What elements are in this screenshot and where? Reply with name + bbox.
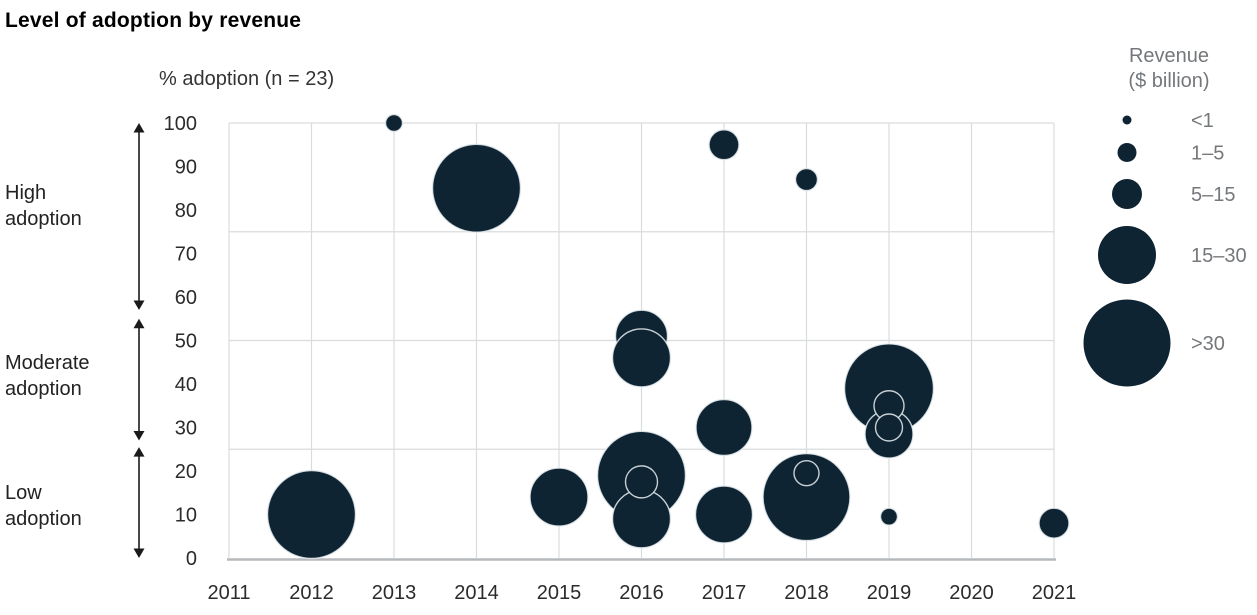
bubble-2015-14 [529, 467, 589, 527]
x-tick-label: 2016 [619, 582, 664, 604]
y-tick-label: 60 [175, 287, 197, 309]
legend-label: 5–15 [1191, 184, 1236, 206]
bubble-2021-8 [1038, 507, 1070, 539]
bubble-2017-30 [695, 398, 753, 457]
y-tick-label: 70 [175, 244, 197, 266]
y-tick-label: 10 [175, 505, 197, 527]
legend-bubble-1–5 [1117, 143, 1137, 162]
x-tick-label: 2011 [207, 582, 250, 604]
x-tick-label: 2014 [454, 582, 499, 604]
bubble-2018-19.5 [793, 459, 820, 487]
y-tick-label: 0 [186, 548, 197, 570]
bubble-2019-9.5 [879, 507, 899, 526]
x-tick-label: 2021 [1032, 582, 1077, 604]
x-tick-label: 2015 [537, 582, 582, 604]
y-tick-label: 50 [175, 331, 197, 353]
legend-label: <1 [1191, 110, 1214, 132]
x-tick-label: 2012 [289, 582, 334, 604]
bubble-2014-85 [431, 143, 522, 233]
legend-bubble->30 [1083, 299, 1171, 387]
y-tick-label: 90 [175, 157, 197, 179]
band-arrow-up-icon [133, 123, 145, 133]
bubble-2017-10 [694, 485, 754, 544]
band-label-high: High adoption [5, 182, 82, 230]
bubble-2019-30 [874, 413, 904, 442]
y-tick-label: 20 [175, 461, 197, 483]
x-tick-label: 2018 [784, 582, 829, 604]
band-arrow-down-icon [133, 300, 145, 311]
chart-title: Level of adoption by revenue [5, 9, 302, 32]
band-arrow-up-icon [133, 318, 145, 329]
y-axis-title: % adoption (n = 23) [159, 68, 335, 90]
x-tick-label: 2019 [867, 582, 912, 604]
band-label-moderate: Moderate adoption [5, 352, 90, 400]
y-tick-label: 100 [164, 113, 197, 135]
band-label-low: Low adoption [5, 482, 82, 530]
y-tick-label: 30 [175, 418, 197, 440]
legend-bubble-<1 [1122, 115, 1132, 125]
band-arrow-down-icon [133, 431, 145, 441]
bubble-2012-10 [266, 469, 357, 560]
x-tick-label: 2013 [372, 582, 417, 604]
legend-label: 1–5 [1191, 143, 1224, 165]
x-tick-label: 2020 [949, 582, 994, 604]
legend-title: Revenue ($ billion) [1128, 45, 1210, 92]
bubble-2013-100 [384, 113, 404, 133]
bubble-2016-46 [611, 328, 672, 388]
band-arrow-up-icon [133, 447, 145, 457]
bubble-2018-14 [762, 452, 851, 542]
y-tick-label: 40 [175, 374, 197, 396]
legend-bubble-5–15 [1112, 179, 1142, 209]
legend-label: 15–30 [1191, 245, 1247, 267]
bubble-2016-17.5 [624, 465, 659, 499]
bubble-2018-87 [794, 167, 819, 192]
band-arrow-down-icon [133, 548, 145, 558]
y-tick-label: 80 [175, 200, 197, 222]
bubble-2017-95 [708, 129, 740, 161]
legend-label: >30 [1191, 333, 1225, 355]
legend-bubble-15–30 [1098, 226, 1156, 284]
x-tick-label: 2017 [702, 582, 747, 604]
